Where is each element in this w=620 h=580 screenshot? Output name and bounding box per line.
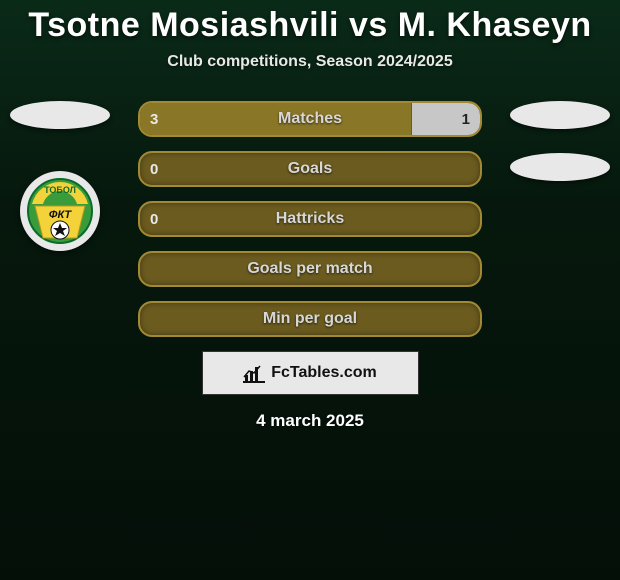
stat-bar: 0Hattricks — [138, 201, 482, 237]
stat-label: Goals per match — [140, 253, 480, 285]
stat-bar: 0Goals — [138, 151, 482, 187]
stat-label: Matches — [140, 103, 480, 135]
stat-label: Goals — [140, 153, 480, 185]
page-title: Tsotne Mosiashvili vs M. Khaseyn — [0, 0, 620, 45]
stat-label: Hattricks — [140, 203, 480, 235]
chart-bars-icon — [243, 363, 265, 383]
stat-bar: Min per goal — [138, 301, 482, 337]
tobol-badge-icon: ТОБОЛ ФКТ — [27, 178, 93, 244]
player-right-placeholder-top — [510, 101, 610, 129]
stat-bar: 31Matches — [138, 101, 482, 137]
branding-label: FcTables.com — [271, 364, 377, 382]
stat-label: Min per goal — [140, 303, 480, 335]
stats-content: ТОБОЛ ФКТ 31Matches 0Goals 0Hattricks Goals… — [0, 101, 620, 431]
date-label: 4 march 2025 — [0, 411, 620, 431]
player-left-club-badge: ТОБОЛ ФКТ — [20, 171, 100, 251]
stat-row: Min per goal — [0, 301, 620, 337]
player-left-placeholder-top — [10, 101, 110, 129]
svg-text:ТОБОЛ: ТОБОЛ — [44, 185, 76, 195]
page-subtitle: Club competitions, Season 2024/2025 — [0, 53, 620, 71]
stat-bar: Goals per match — [138, 251, 482, 287]
branding-box[interactable]: FcTables.com — [202, 351, 419, 395]
player-right-placeholder-mid — [510, 153, 610, 181]
stat-row: Goals per match — [0, 251, 620, 287]
svg-text:ФКТ: ФКТ — [49, 209, 72, 221]
